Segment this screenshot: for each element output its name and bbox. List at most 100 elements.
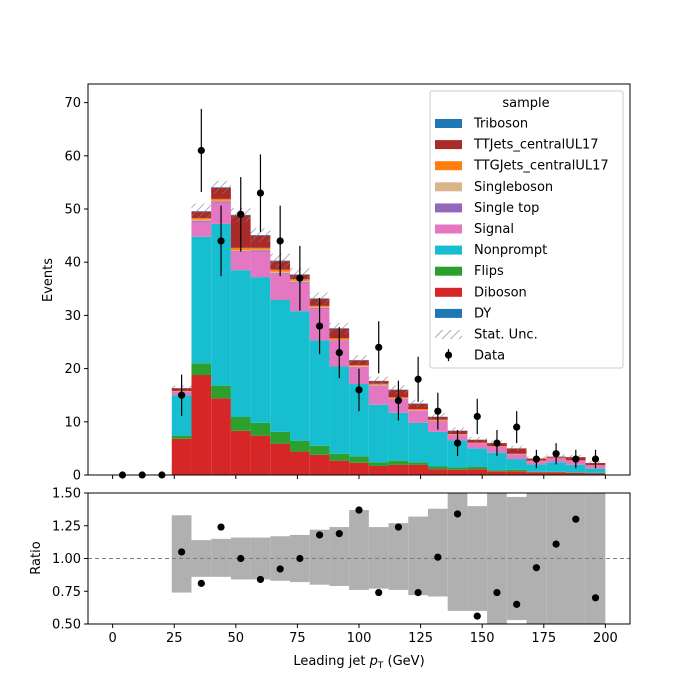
ratio-band-4 xyxy=(250,537,271,580)
ratio-band-10 xyxy=(368,527,389,589)
bar-flips-24 xyxy=(585,472,606,474)
legend-label-stat-unc: Stat. Unc. xyxy=(474,328,538,343)
bar-flips-10 xyxy=(309,445,330,455)
data-point-8 xyxy=(276,237,284,245)
xtick-label-5: 125 xyxy=(408,631,433,646)
ratio-point-14 xyxy=(453,510,462,518)
bar-diboson-4 xyxy=(191,374,212,475)
legend-item-dy: DY xyxy=(435,306,491,321)
bar-singleboson-7 xyxy=(250,249,271,251)
series-nonprompt xyxy=(171,223,606,473)
data-point-16 xyxy=(434,407,442,415)
y-axis-label: Events xyxy=(41,258,56,302)
legend-label-ttjets-centralul17: TTJets_centralUL17 xyxy=(473,138,599,153)
xtick-label-0: 0 xyxy=(108,631,116,646)
bar-diboson-5 xyxy=(211,398,231,475)
data-point-10 xyxy=(315,322,324,330)
legend-item-flips: Flips xyxy=(435,264,504,279)
bar-singleboson-5 xyxy=(211,200,231,202)
data-point-12 xyxy=(355,386,363,394)
ratio-ytick-label-3: 1.25 xyxy=(52,519,81,534)
bar-signal-6 xyxy=(230,251,251,271)
bar-flips-19 xyxy=(487,470,507,472)
ratio-band-20 xyxy=(565,493,586,624)
legend: sample Triboson TTJets_centralUL17 TTGJets… xyxy=(429,90,624,369)
bar-diboson-23 xyxy=(565,472,586,475)
xtick-label-1: 25 xyxy=(166,631,183,646)
legend-swatch-stat-unc xyxy=(435,330,462,339)
bar-diboson-21 xyxy=(526,472,547,475)
bar-diboson-16 xyxy=(427,469,448,475)
legend-swatch-diboson xyxy=(435,287,462,297)
ratio-band-9 xyxy=(349,510,369,590)
ratio-point-17 xyxy=(513,600,521,608)
data-point-13 xyxy=(375,343,383,351)
ratio-point-13 xyxy=(434,553,442,561)
bar-diboson-22 xyxy=(546,472,566,475)
bar-flips-15 xyxy=(408,462,428,465)
bar-nonprompt-23 xyxy=(565,464,586,473)
legend-item-ttjets-centralul17: TTJets_centralUL17 xyxy=(435,138,599,153)
legend-swatch-ttjets-centralul17 xyxy=(435,140,462,150)
bar-flips-16 xyxy=(427,466,448,470)
ytick-label-4: 40 xyxy=(64,256,81,271)
ytick-label-6: 60 xyxy=(64,149,81,164)
stat-unc-7 xyxy=(250,228,271,242)
bar-nonprompt-10 xyxy=(309,340,330,446)
xtick-label-3: 75 xyxy=(289,631,306,646)
bar-diboson-14 xyxy=(388,464,409,475)
main-x-ticks xyxy=(112,475,606,479)
bar-single-top-4 xyxy=(191,220,212,222)
bar-flips-6 xyxy=(230,417,251,431)
xtick-label-7: 175 xyxy=(531,631,556,646)
bar-nonprompt-18 xyxy=(467,448,488,468)
data-point-21 xyxy=(532,455,540,463)
legend-box xyxy=(429,90,624,369)
ratio-points xyxy=(178,506,600,620)
bar-ttgjets-centralul17-7 xyxy=(250,247,271,250)
x-axis-label: Leading jet pT (GeV) xyxy=(293,654,424,671)
bar-diboson-8 xyxy=(270,443,291,475)
xtick-label-4: 100 xyxy=(347,631,372,646)
bar-flips-13 xyxy=(368,462,389,466)
stat-unc-18 xyxy=(467,436,488,443)
bar-signal-20 xyxy=(506,454,527,460)
legend-label-triboson: Triboson xyxy=(473,117,528,132)
ratio-point-0 xyxy=(178,548,186,556)
bar-ttgjets-centralul17-18 xyxy=(467,442,488,444)
legend-item-ttgjets-centralul17: TTGJets_centralUL17 xyxy=(435,159,609,174)
bar-nonprompt-4 xyxy=(191,236,212,364)
bar-diboson-17 xyxy=(447,469,468,475)
ratio-point-5 xyxy=(276,565,284,573)
bar-diboson-7 xyxy=(250,435,271,475)
bar-nonprompt-20 xyxy=(506,459,527,470)
data-point-9 xyxy=(296,274,304,282)
legend-item-data: Data xyxy=(444,349,505,364)
legend-swatch-single-top xyxy=(435,203,462,213)
bar-diboson-12 xyxy=(349,462,369,475)
x-axis: 0 25 50 75 100 125 150 175 200 xyxy=(108,624,618,646)
stat-unc-13 xyxy=(368,376,389,386)
ratio-band-13 xyxy=(427,508,448,597)
bar-flips-18 xyxy=(467,467,488,470)
bar-diboson-3 xyxy=(171,438,192,475)
bar-diboson-15 xyxy=(408,464,428,475)
ratio-ytick-label-0: 0.50 xyxy=(52,618,81,633)
legend-label-nonprompt: Nonprompt xyxy=(474,243,547,258)
bar-nonprompt-19 xyxy=(487,452,507,471)
data-point-14 xyxy=(394,396,403,405)
legend-label-flips: Flips xyxy=(474,264,504,279)
bar-diboson-18 xyxy=(467,469,488,475)
bar-flips-7 xyxy=(250,422,271,436)
ratio-point-11 xyxy=(394,523,403,531)
data-point-3 xyxy=(178,391,186,399)
x-label-p: p xyxy=(369,654,378,669)
legend-item-nonprompt: Nonprompt xyxy=(435,243,547,258)
bar-signal-4 xyxy=(191,221,212,237)
data-point-5 xyxy=(217,237,225,245)
legend-item-stat-unc: Stat. Unc. xyxy=(435,328,538,343)
data-point-22 xyxy=(552,450,560,458)
x-label-main: Leading jet xyxy=(293,654,369,669)
ytick-label-2: 20 xyxy=(64,362,81,377)
bar-diboson-6 xyxy=(230,430,251,475)
